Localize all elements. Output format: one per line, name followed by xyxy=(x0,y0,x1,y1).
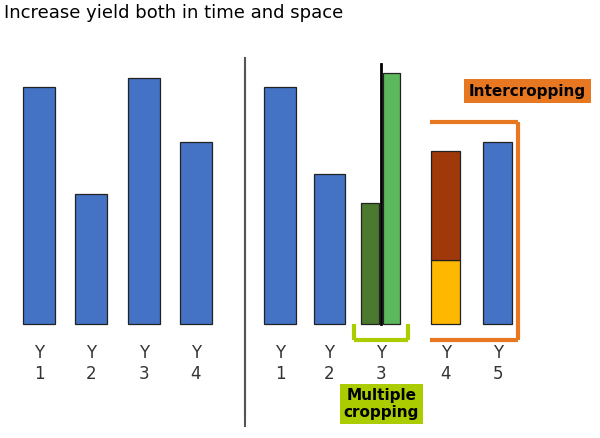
Text: Y
2: Y 2 xyxy=(324,344,335,383)
Text: Y
2: Y 2 xyxy=(86,344,97,383)
Text: Intercropping: Intercropping xyxy=(469,84,586,99)
Text: Increase yield both in time and space: Increase yield both in time and space xyxy=(4,4,343,22)
Text: Y
1: Y 1 xyxy=(34,344,44,383)
Text: Y
3: Y 3 xyxy=(138,344,149,383)
Bar xyxy=(383,73,400,324)
Bar xyxy=(76,194,107,324)
Text: Y
1: Y 1 xyxy=(275,344,286,383)
Bar xyxy=(314,174,346,324)
Bar xyxy=(484,142,512,324)
Text: Y
3: Y 3 xyxy=(376,344,386,383)
Bar xyxy=(431,261,460,324)
Bar xyxy=(180,142,212,324)
Bar xyxy=(264,87,296,324)
Bar xyxy=(23,87,55,324)
Text: Y
4: Y 4 xyxy=(440,344,451,383)
Text: Y
4: Y 4 xyxy=(191,344,201,383)
Bar xyxy=(431,151,460,261)
Text: Y
5: Y 5 xyxy=(493,344,503,383)
Bar xyxy=(361,203,379,324)
Text: Multiple
cropping: Multiple cropping xyxy=(344,388,419,420)
Bar xyxy=(128,78,160,324)
